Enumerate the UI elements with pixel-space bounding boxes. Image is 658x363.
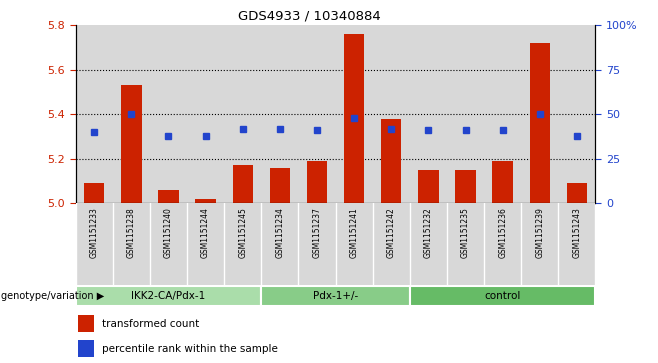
Bar [270,168,290,203]
Bar [559,25,595,203]
Text: IKK2-CA/Pdx-1: IKK2-CA/Pdx-1 [132,291,205,301]
Bar [113,25,150,203]
Bar [187,25,224,203]
Text: genotype/variation ▶: genotype/variation ▶ [1,291,104,301]
Bar [299,25,336,203]
Bar [76,286,261,306]
Bar [78,340,94,357]
Text: GSM1151237: GSM1151237 [313,207,322,258]
Bar [521,25,559,203]
Text: GSM1151234: GSM1151234 [276,207,284,258]
Bar [224,25,261,203]
Bar [150,25,187,203]
Text: GSM1151238: GSM1151238 [127,207,136,258]
Bar [232,166,253,203]
Text: GSM1151245: GSM1151245 [238,207,247,258]
Bar [381,119,401,203]
Text: GDS4933 / 10340884: GDS4933 / 10340884 [238,9,380,22]
Bar [410,25,447,203]
Bar [530,43,550,203]
Text: GSM1151233: GSM1151233 [89,207,99,258]
Bar [447,25,484,203]
Text: control: control [484,291,521,301]
Bar [418,170,439,203]
Text: GSM1151244: GSM1151244 [201,207,210,258]
Text: GSM1151241: GSM1151241 [349,207,359,258]
Bar [195,199,216,203]
Bar [261,25,299,203]
Bar [336,25,372,203]
Bar [410,286,595,306]
Bar [455,170,476,203]
Bar [78,315,94,333]
Bar [492,161,513,203]
Bar [307,161,327,203]
Text: GSM1151232: GSM1151232 [424,207,433,258]
Text: Pdx-1+/-: Pdx-1+/- [313,291,358,301]
Bar [159,190,179,203]
Bar [372,25,410,203]
Bar [121,85,141,203]
Text: GSM1151240: GSM1151240 [164,207,173,258]
Bar [261,286,410,306]
Text: GSM1151239: GSM1151239 [536,207,544,258]
Text: GSM1151243: GSM1151243 [572,207,582,258]
Text: GSM1151236: GSM1151236 [498,207,507,258]
Text: percentile rank within the sample: percentile rank within the sample [101,344,278,354]
Bar [484,25,521,203]
Bar [76,25,113,203]
Bar [567,183,587,203]
Text: GSM1151235: GSM1151235 [461,207,470,258]
Bar [84,183,105,203]
Text: transformed count: transformed count [101,319,199,329]
Text: GSM1151242: GSM1151242 [387,207,395,258]
Bar [344,34,365,203]
